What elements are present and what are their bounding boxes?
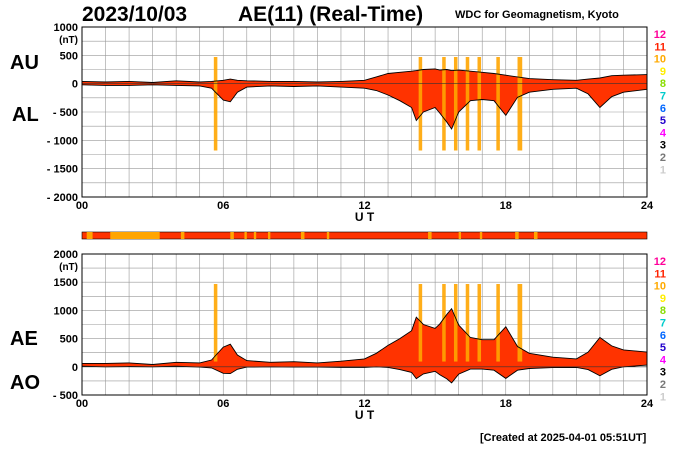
panel1-ytick-label: 500: [60, 50, 78, 62]
station-strip-segment: [534, 232, 538, 239]
panel1-station-band: [442, 57, 446, 151]
panel2-ytick-label: 500: [60, 334, 78, 346]
panel1-station-legend-4: 4: [660, 127, 667, 139]
panel2-station-band: [517, 284, 523, 362]
panel2-station-legend-3: 3: [660, 367, 666, 379]
station-strip-segment: [300, 232, 305, 239]
panel1-station-legend-6: 6: [660, 103, 666, 115]
panel1-station-legend-8: 8: [660, 78, 666, 90]
panel1-frame: [81, 26, 648, 198]
panel1-ytick-label: - 1000: [47, 135, 78, 147]
panel1-station-band: [418, 57, 423, 151]
panel2-station-legend-5: 5: [660, 342, 666, 354]
panel1-station-band: [453, 57, 458, 151]
panel1-station-band: [477, 57, 482, 151]
panel1-station-legend-5: 5: [660, 115, 666, 127]
panel2-station-legend-1: 1: [660, 391, 666, 403]
station-strip-segment: [180, 232, 185, 239]
panel2-ytick-label: 1500: [54, 277, 78, 289]
station-strip-segment: [326, 232, 330, 239]
panel2-station-legend-7: 7: [660, 318, 666, 330]
panel2-xtick-label: 00: [76, 398, 88, 410]
panel2-station-legend-6: 6: [660, 330, 666, 342]
panel2-xlabel: U T: [355, 408, 375, 422]
panel1-station-legend-12: 12: [654, 29, 666, 41]
panel2-station-band: [496, 284, 500, 362]
ao-label: AO: [10, 372, 40, 394]
station-strip-segment: [253, 232, 257, 239]
panel2-ytick-label: - 500: [53, 390, 78, 402]
station-strip: [81, 231, 648, 240]
chart-date: 2023/10/03: [82, 3, 188, 26]
station-strip-segment: [244, 232, 247, 239]
panel2-xtick-label: 06: [217, 398, 229, 410]
panel1-station-legend-10: 10: [654, 54, 666, 66]
panel2-station-legend-10: 10: [654, 281, 666, 293]
station-strip-segment: [479, 232, 483, 239]
panel1-ytick-label: 1000: [54, 22, 78, 34]
panel1-station-legend-9: 9: [660, 66, 666, 78]
panel2-station-band: [453, 284, 458, 362]
panel2-xtick-label: 24: [641, 398, 654, 410]
panel2-series-line-ae: [82, 307, 648, 365]
chart-title: AE(11) (Real-Time): [238, 3, 424, 26]
panel1-station-band: [213, 57, 218, 151]
panel2-xtick-label: 12: [358, 398, 370, 410]
panel2-station-legend-8: 8: [660, 305, 666, 317]
panel1-station-legend-11: 11: [654, 41, 666, 53]
panel2-station-legend-9: 9: [660, 293, 666, 305]
panel1-ytick-label: 0: [72, 79, 78, 91]
panel1-xtick-label: 12: [358, 200, 370, 212]
panel1-station-band: [496, 57, 500, 151]
panel2-station-legend-2: 2: [660, 379, 666, 391]
panel2-station-legend-11: 11: [654, 268, 666, 280]
credit-label: WDC for Geomagnetism, Kyoto: [455, 9, 619, 21]
panel1-station-legend-7: 7: [660, 91, 666, 103]
panel1-xlabel: U T: [355, 210, 375, 224]
panel2-ylabel: (nT): [59, 262, 78, 273]
panel1-station-legend-3: 3: [660, 140, 666, 152]
panel1-ytick-label: - 2000: [47, 192, 78, 204]
au-label: AU: [10, 52, 39, 74]
panel2-ytick-label: 2000: [54, 249, 78, 261]
panel2-station-legend-12: 12: [654, 256, 666, 268]
station-strip-segment: [110, 232, 160, 239]
station-strip-segment: [86, 232, 93, 239]
panel2-xtick-label: 18: [500, 398, 512, 410]
panel2-station-legend-4: 4: [660, 354, 667, 366]
panel2-station-band: [465, 284, 470, 362]
created-timestamp: [Created at 2025-04-01 05:51UT]: [480, 432, 647, 444]
station-strip-segment: [267, 232, 271, 239]
station-strip-segment: [515, 232, 519, 239]
panel2-frame: [81, 253, 648, 396]
panel2-station-band: [477, 284, 482, 362]
panel1-xtick-label: 06: [217, 200, 229, 212]
panel1-series-line-al: [81, 84, 648, 130]
station-strip-segment: [458, 232, 462, 239]
panel1-ytick-label: - 1500: [47, 164, 78, 176]
panel1-station-legend-2: 2: [660, 152, 666, 164]
station-strip-segment: [428, 232, 432, 239]
panel1-xtick-label: 00: [76, 200, 88, 212]
panel1-station-band: [517, 57, 523, 151]
panel2-station-band: [418, 284, 423, 362]
ae-label: AE: [10, 328, 38, 350]
panel2-station-band: [442, 284, 446, 362]
panel1-series-line-au: [81, 68, 648, 83]
panel2-station-band: [213, 284, 218, 362]
panel2-ytick-label: 1000: [54, 305, 78, 317]
panel1-ytick-label: - 500: [53, 107, 78, 119]
al-label: AL: [12, 104, 39, 126]
panel2-ytick-label: 0: [72, 362, 78, 374]
panel1-xtick-label: 18: [500, 200, 512, 212]
panel2-series-line-ao: [81, 364, 648, 384]
panel1-ylabel: (nT): [59, 35, 78, 46]
panel1-station-legend-1: 1: [660, 164, 666, 176]
station-strip-segment: [230, 232, 234, 239]
panel1-xtick-label: 24: [641, 200, 654, 212]
